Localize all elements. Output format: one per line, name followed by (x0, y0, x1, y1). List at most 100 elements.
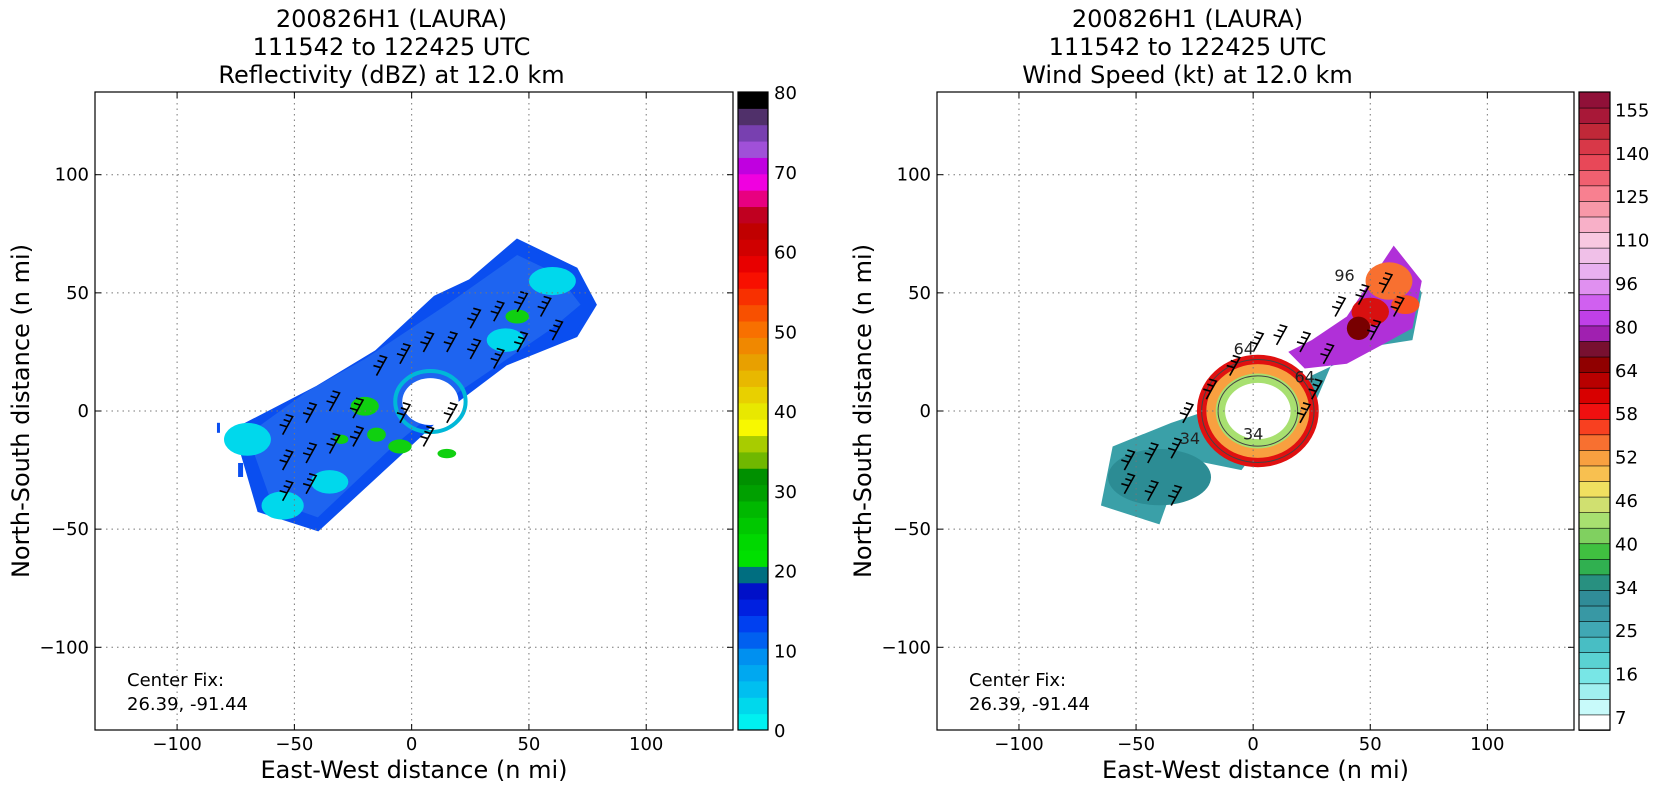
colorbar-tick-label: 40 (1615, 534, 1638, 555)
colorbar-swatch (1578, 698, 1611, 716)
left-title-line-1: 200826H1 (LAURA) (275, 5, 508, 33)
wind-barb (1367, 319, 1382, 341)
colorbar-swatch (1578, 262, 1611, 280)
y-tick-label: 100 (897, 165, 931, 186)
colorbar-frame (737, 91, 769, 731)
colorbar-tick-label: 155 (1615, 100, 1649, 121)
x-tick-label: −50 (275, 734, 313, 755)
wind-barb (467, 307, 482, 329)
colorbar-swatch (738, 353, 768, 371)
right-title-line-1: 200826H1 (LAURA) (1071, 5, 1304, 33)
contour-label: 64 (1234, 339, 1254, 358)
wind-barb (1167, 437, 1183, 459)
colorbar-swatch (738, 157, 768, 175)
colorbar-swatch (1578, 107, 1611, 124)
colorbar-swatch (1578, 511, 1611, 529)
wind-barb (1179, 402, 1195, 424)
left-title-line-2: 111542 to 122425 UTC (252, 33, 531, 61)
echo-pixel (238, 462, 244, 477)
x-axis-label: East-West distance (n mi) (1102, 756, 1409, 784)
colorbar-tick-label: 16 (1615, 665, 1638, 686)
colorbar-swatch (738, 631, 768, 649)
colorbar-swatch (1578, 636, 1611, 653)
wind-barb (396, 402, 412, 424)
wind-band-teal (1107, 449, 1212, 506)
wind-barb (420, 425, 435, 447)
colorbar-swatch (1578, 216, 1611, 233)
wind-barb (279, 449, 294, 471)
colorbar-swatch (1578, 714, 1611, 731)
center-fix-label: Center Fix: (127, 670, 224, 691)
wind-barb (326, 390, 341, 412)
colorbar-swatch (1578, 200, 1611, 218)
wind-barb (1273, 324, 1288, 346)
colorbar-swatch (738, 484, 768, 502)
wind-barb (1167, 484, 1183, 506)
colorbar-swatch (1578, 387, 1611, 405)
colorbar-swatch (738, 648, 768, 666)
colorbar-tick-label: 110 (1615, 231, 1649, 252)
colorbar-swatch (738, 664, 768, 682)
y-tick-label: 100 (55, 165, 89, 186)
wind-barb (302, 402, 318, 424)
colorbar-swatch (1578, 449, 1611, 467)
colorbar-swatch (738, 402, 768, 420)
center-fix-label: Center Fix: (969, 670, 1066, 691)
x-tick-label: 100 (1470, 734, 1504, 755)
wind-barb (1390, 295, 1405, 317)
echo-fringe (224, 422, 271, 456)
colorbar-tick-label: 70 (774, 163, 797, 184)
colorbar-tick-label: 58 (1615, 404, 1638, 425)
wind-barb (1296, 331, 1312, 353)
colorbar-swatch (1578, 185, 1611, 202)
x-tick-label: −100 (994, 734, 1043, 755)
colorbar-swatch (1578, 278, 1611, 296)
colorbar-swatch (738, 141, 768, 158)
colorbar-swatch (738, 435, 768, 453)
wind-barb (420, 331, 435, 353)
colorbar-swatch (1578, 651, 1611, 669)
wind-barb (279, 480, 294, 502)
colorbar-swatch (1578, 465, 1611, 482)
colorbar-swatch (1578, 138, 1611, 156)
colorbar-tick-label: 80 (774, 83, 797, 104)
wind-barb (1320, 342, 1335, 365)
colorbar-swatch (1578, 542, 1611, 560)
y-tick-label: 50 (66, 283, 89, 304)
colorbar-swatch (738, 713, 768, 731)
contour-label: 64 (1295, 368, 1315, 387)
wind-barb (1121, 449, 1136, 471)
colorbar-swatch (738, 239, 768, 257)
echo-green (367, 427, 386, 442)
wind-barb (302, 442, 318, 464)
x-tick-label: 100 (629, 734, 663, 755)
wind-barb (1378, 272, 1394, 294)
colorbar-tick-label: 20 (774, 562, 797, 583)
colorbar-swatch (1578, 418, 1611, 436)
y-axis-label: North-South distance (n mi) (849, 244, 877, 578)
colorbar-tick-label: 0 (774, 721, 785, 742)
colorbar-swatch (1578, 153, 1611, 171)
eyewall (393, 369, 468, 435)
colorbar: 7 16 25 34 40 46 52 58 64 80 96 110 125 140 155 (1578, 91, 1649, 731)
colorbar-tick-label: 80 (1615, 317, 1638, 338)
colorbar-tick-label: 140 (1615, 144, 1649, 165)
colorbar-swatch (1578, 605, 1611, 622)
left-chart-title: 200826H1 (LAURA) 111542 to 122425 UTC Re… (90, 5, 693, 89)
colorbar-swatch (1578, 558, 1611, 576)
colorbar-swatch (1578, 574, 1611, 591)
colorbar-swatch (738, 271, 768, 289)
x-tick-label: 0 (406, 734, 417, 755)
wind-barb (1331, 295, 1347, 317)
colorbar-tick-label: 40 (774, 402, 797, 423)
y-tick-label: −50 (51, 519, 89, 540)
wind-barb (1296, 402, 1312, 424)
colorbar-swatch (738, 206, 768, 224)
wind-barb (326, 432, 341, 454)
colorbar-swatch (1578, 356, 1611, 373)
wind-barb (1121, 472, 1136, 495)
colorbar-tick-label: 52 (1615, 448, 1638, 469)
wind-barb (467, 338, 482, 360)
colorbar-swatch (738, 190, 768, 208)
colorbar-tick-label: 10 (774, 641, 797, 662)
